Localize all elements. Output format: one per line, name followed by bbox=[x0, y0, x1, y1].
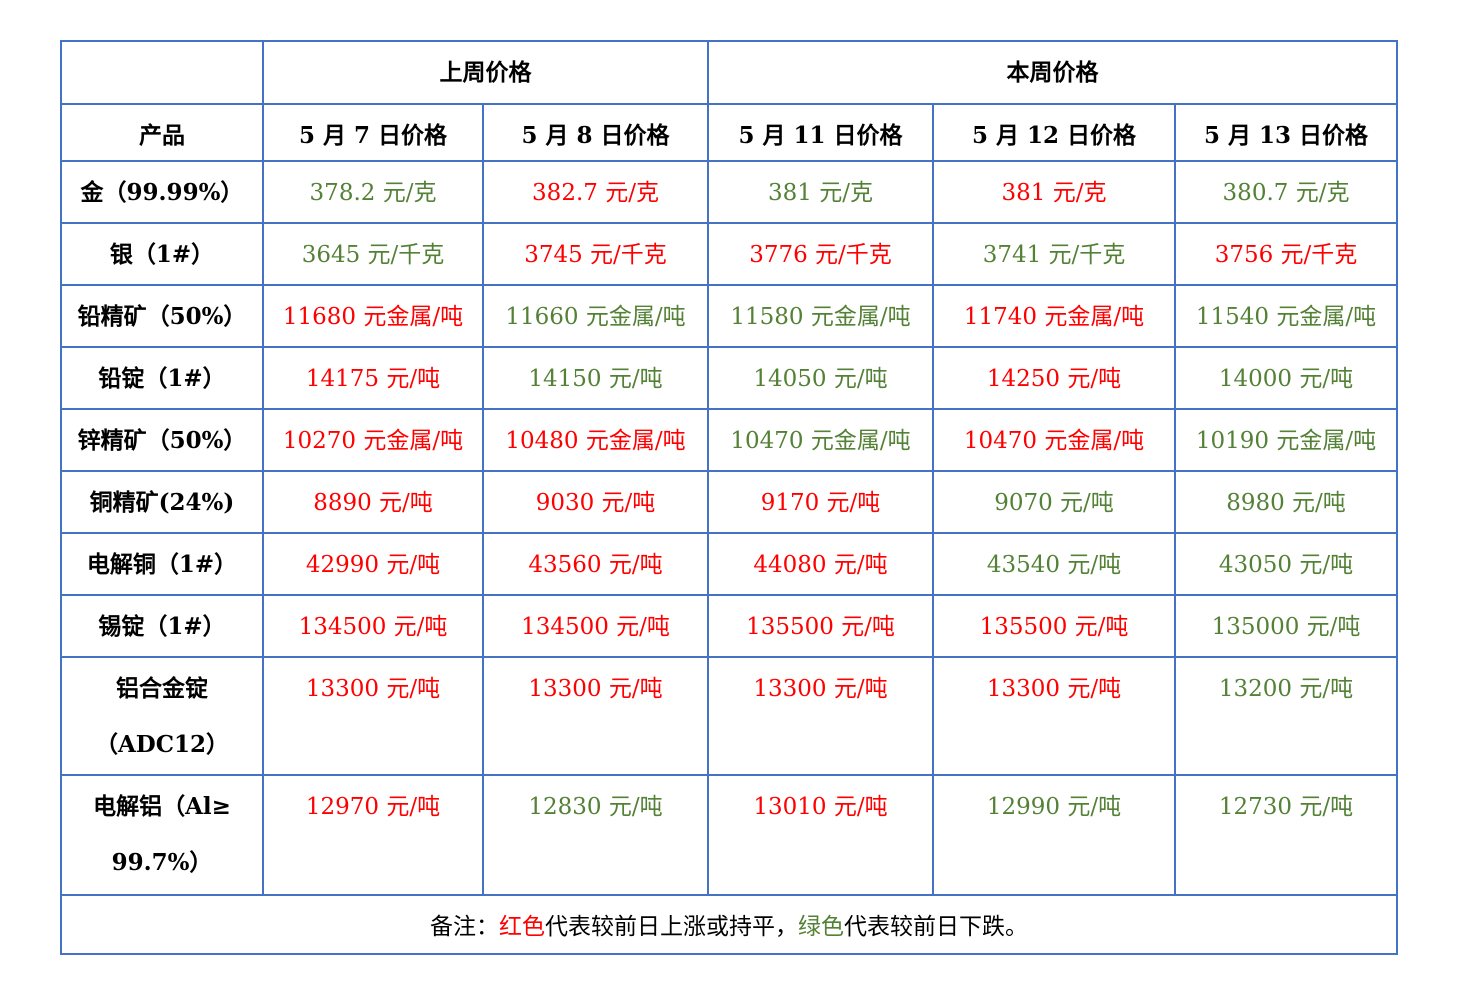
product-name: 铜精矿(24%) bbox=[60, 470, 264, 534]
product-name: 电解铜（1#） bbox=[60, 532, 264, 596]
price-cell: 14150 元/吨 bbox=[482, 346, 709, 410]
price-cell: 8890 元/吨 bbox=[262, 470, 484, 534]
price-cell: 9030 元/吨 bbox=[482, 470, 709, 534]
date-column-header-1: 5 月 8 日价格 bbox=[482, 103, 709, 162]
corner-empty-cell bbox=[60, 40, 264, 105]
table-row-zinc-concentrate: 锌精矿（50%） 10270 元金属/吨 10480 元金属/吨 10470 元… bbox=[60, 408, 1398, 472]
table-row-copper-concentrate: 铜精矿(24%) 8890 元/吨 9030 元/吨 9170 元/吨 9070… bbox=[60, 470, 1398, 534]
table-row-lead-ingot: 铅锭（1#） 14175 元/吨 14150 元/吨 14050 元/吨 142… bbox=[60, 346, 1398, 410]
table-row-silver: 银（1#） 3645 元/千克 3745 元/千克 3776 元/千克 3741… bbox=[60, 222, 1398, 286]
price-cell: 14000 元/吨 bbox=[1174, 346, 1398, 410]
price-cell: 3741 元/千克 bbox=[932, 222, 1176, 286]
price-cell: 8980 元/吨 bbox=[1174, 470, 1398, 534]
product-name: 银（1#） bbox=[60, 222, 264, 286]
column-header-row: 产品 5 月 7 日价格 5 月 8 日价格 5 月 11 日价格 5 月 12… bbox=[60, 103, 1398, 162]
table-row-lead-concentrate: 铅精矿（50%） 11680 元金属/吨 11660 元金属/吨 11580 元… bbox=[60, 284, 1398, 348]
price-cell: 13300 元/吨 bbox=[932, 656, 1176, 776]
group-header-row: 上周价格 本周价格 bbox=[60, 40, 1398, 105]
price-cell: 3756 元/千克 bbox=[1174, 222, 1398, 286]
price-cell: 9170 元/吨 bbox=[707, 470, 934, 534]
price-cell: 43540 元/吨 bbox=[932, 532, 1176, 596]
table-row-tin-ingot: 锡锭（1#） 134500 元/吨 134500 元/吨 135500 元/吨 … bbox=[60, 594, 1398, 658]
product-name: 铝合金锭 （ADC12） bbox=[60, 656, 264, 776]
product-name: 锡锭（1#） bbox=[60, 594, 264, 658]
note-cell: 备注：红色代表较前日上涨或持平，绿色代表较前日下跌。 bbox=[60, 894, 1398, 955]
note-red-description: 代表较前日上涨或持平， bbox=[545, 914, 798, 940]
last-week-header: 上周价格 bbox=[262, 40, 709, 105]
price-cell: 12970 元/吨 bbox=[262, 774, 484, 896]
table-row-gold: 金（99.99%） 378.2 元/克 382.7 元/克 381 元/克 38… bbox=[60, 160, 1398, 224]
price-cell: 10470 元金属/吨 bbox=[932, 408, 1176, 472]
product-column-header: 产品 bbox=[60, 103, 264, 162]
note-green-description: 代表较前日下跌。 bbox=[844, 914, 1028, 940]
price-cell: 14050 元/吨 bbox=[707, 346, 934, 410]
price-cell: 135000 元/吨 bbox=[1174, 594, 1398, 658]
price-cell: 12830 元/吨 bbox=[482, 774, 709, 896]
price-cell: 12730 元/吨 bbox=[1174, 774, 1398, 896]
price-cell: 135500 元/吨 bbox=[932, 594, 1176, 658]
price-cell: 11660 元金属/吨 bbox=[482, 284, 709, 348]
price-cell: 382.7 元/克 bbox=[482, 160, 709, 224]
table-row-aluminum-alloy-ingot: 铝合金锭 （ADC12） 13300 元/吨 13300 元/吨 13300 元… bbox=[60, 656, 1398, 776]
price-cell: 11580 元金属/吨 bbox=[707, 284, 934, 348]
price-cell: 3776 元/千克 bbox=[707, 222, 934, 286]
price-cell: 10270 元金属/吨 bbox=[262, 408, 484, 472]
price-cell: 381 元/克 bbox=[932, 160, 1176, 224]
price-cell: 12990 元/吨 bbox=[932, 774, 1176, 896]
price-cell: 13300 元/吨 bbox=[262, 656, 484, 776]
price-cell: 134500 元/吨 bbox=[262, 594, 484, 658]
price-cell: 3645 元/千克 bbox=[262, 222, 484, 286]
note-red-word: 红色 bbox=[499, 914, 545, 940]
price-cell: 13300 元/吨 bbox=[482, 656, 709, 776]
price-cell: 378.2 元/克 bbox=[262, 160, 484, 224]
price-cell: 9070 元/吨 bbox=[932, 470, 1176, 534]
price-cell: 14175 元/吨 bbox=[262, 346, 484, 410]
date-column-header-2: 5 月 11 日价格 bbox=[707, 103, 934, 162]
date-column-header-3: 5 月 12 日价格 bbox=[932, 103, 1176, 162]
note-prefix: 备注： bbox=[430, 914, 499, 940]
price-cell: 10190 元金属/吨 bbox=[1174, 408, 1398, 472]
price-cell: 14250 元/吨 bbox=[932, 346, 1176, 410]
price-cell: 42990 元/吨 bbox=[262, 532, 484, 596]
note-green-word: 绿色 bbox=[798, 914, 844, 940]
product-name: 金（99.99%） bbox=[60, 160, 264, 224]
price-cell: 3745 元/千克 bbox=[482, 222, 709, 286]
price-cell: 13010 元/吨 bbox=[707, 774, 934, 896]
price-cell: 44080 元/吨 bbox=[707, 532, 934, 596]
date-column-header-0: 5 月 7 日价格 bbox=[262, 103, 484, 162]
price-cell: 381 元/克 bbox=[707, 160, 934, 224]
price-cell: 10470 元金属/吨 bbox=[707, 408, 934, 472]
price-cell: 13300 元/吨 bbox=[707, 656, 934, 776]
metal-price-table: 上周价格 本周价格 产品 5 月 7 日价格 5 月 8 日价格 5 月 11 … bbox=[60, 40, 1398, 955]
this-week-header: 本周价格 bbox=[707, 40, 1398, 105]
price-cell: 43560 元/吨 bbox=[482, 532, 709, 596]
price-cell: 13200 元/吨 bbox=[1174, 656, 1398, 776]
price-cell: 43050 元/吨 bbox=[1174, 532, 1398, 596]
table-row-electrolytic-aluminum: 电解铝（Al≥ 99.7%） 12970 元/吨 12830 元/吨 13010… bbox=[60, 774, 1398, 896]
date-column-header-4: 5 月 13 日价格 bbox=[1174, 103, 1398, 162]
product-name: 锌精矿（50%） bbox=[60, 408, 264, 472]
table-row-electrolytic-copper: 电解铜（1#） 42990 元/吨 43560 元/吨 44080 元/吨 43… bbox=[60, 532, 1398, 596]
price-cell: 11740 元金属/吨 bbox=[932, 284, 1176, 348]
product-name: 电解铝（Al≥ 99.7%） bbox=[60, 774, 264, 896]
price-cell: 134500 元/吨 bbox=[482, 594, 709, 658]
price-cell: 380.7 元/克 bbox=[1174, 160, 1398, 224]
price-cell: 11540 元金属/吨 bbox=[1174, 284, 1398, 348]
note-row: 备注：红色代表较前日上涨或持平，绿色代表较前日下跌。 bbox=[60, 894, 1398, 955]
product-name: 铅精矿（50%） bbox=[60, 284, 264, 348]
price-cell: 11680 元金属/吨 bbox=[262, 284, 484, 348]
price-cell: 10480 元金属/吨 bbox=[482, 408, 709, 472]
price-cell: 135500 元/吨 bbox=[707, 594, 934, 658]
product-name: 铅锭（1#） bbox=[60, 346, 264, 410]
